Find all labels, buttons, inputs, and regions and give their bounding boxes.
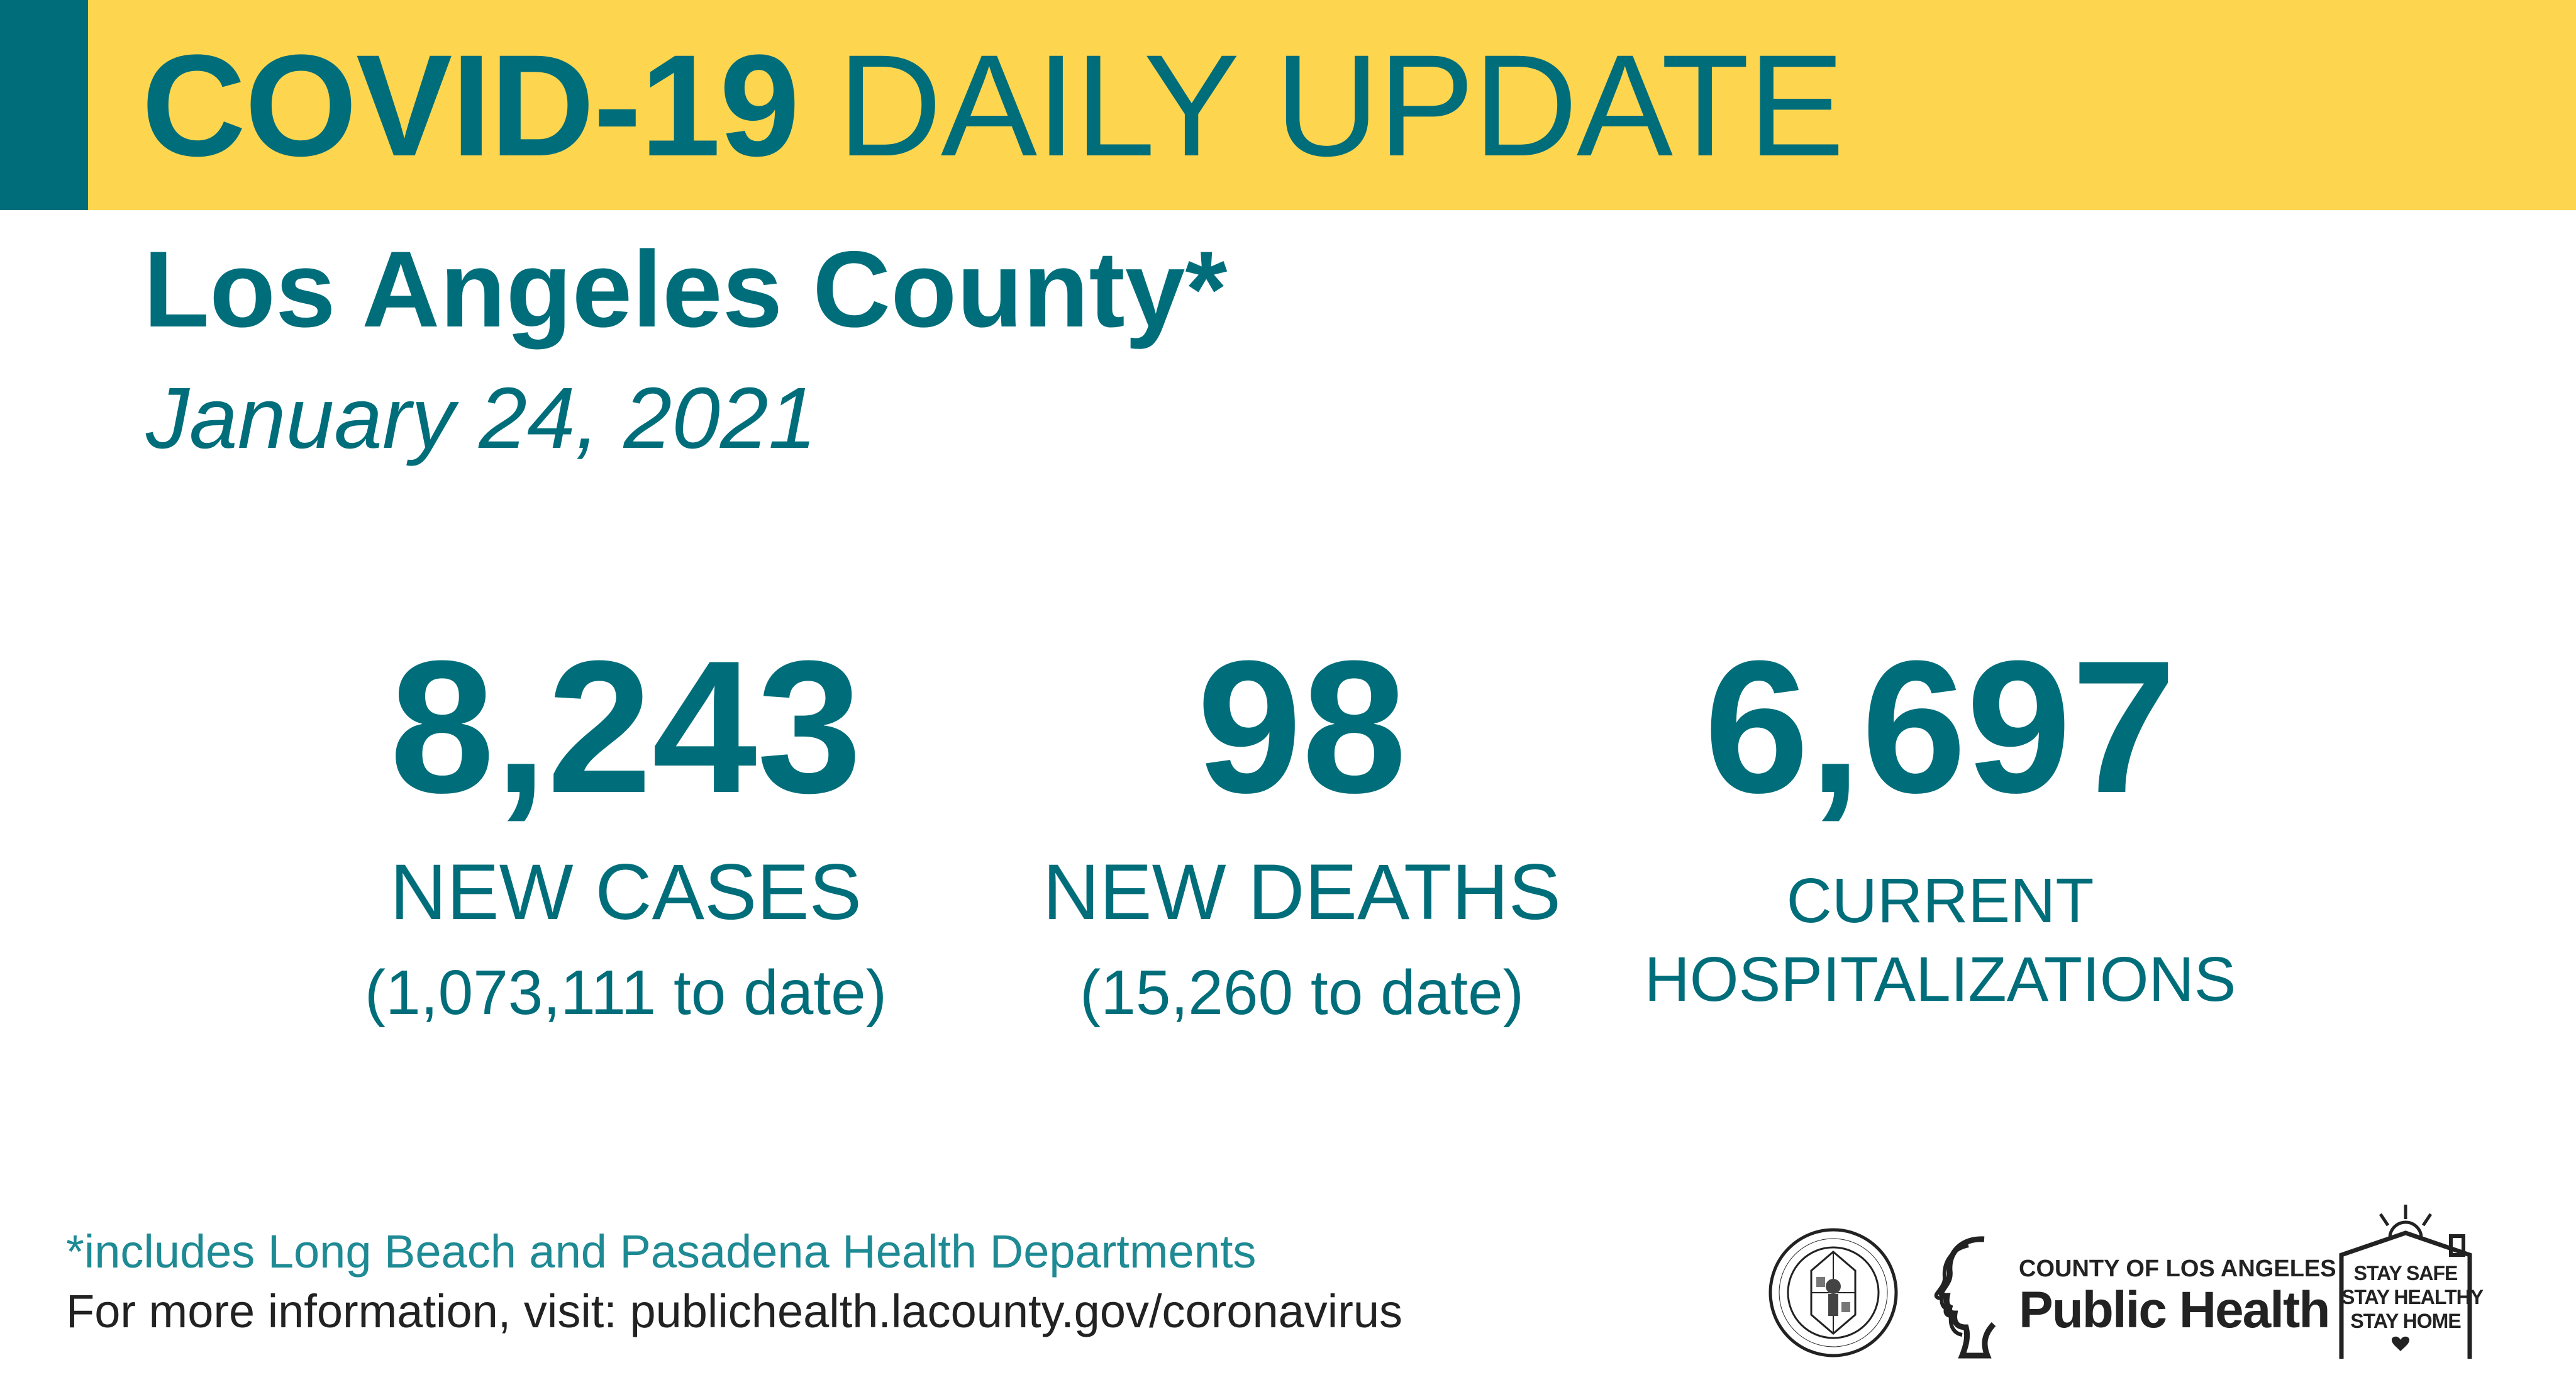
public-health-logo: COUNTY OF LOS ANGELES Public Health	[1924, 1233, 2336, 1359]
new-deaths-label: NEW DEATHS	[1042, 849, 1562, 936]
stat-new-cases: 8,243 NEW CASES (1,073,111 to date)	[308, 629, 943, 1030]
public-health-title: Public Health	[2019, 1281, 2330, 1339]
hospitalizations-label-line1: CURRENT	[1786, 866, 2094, 936]
report-date: January 24, 2021	[146, 370, 817, 467]
banner-title-bold: COVID-19	[142, 25, 800, 186]
deaths-to-date: (15,260 to date)	[1079, 957, 1524, 1028]
stay-line-2: STAY HEALTHY	[2341, 1286, 2484, 1308]
stay-safe-logo: STAY SAFE STAY HEALTHY STAY HOME	[2330, 1201, 2484, 1365]
cases-to-date: (1,073,111 to date)	[364, 957, 887, 1028]
stay-line-1: STAY SAFE	[2353, 1262, 2458, 1285]
house-outline-icon	[2339, 1205, 2472, 1359]
banner-title: COVID-19 DAILY UPDATE	[142, 30, 1845, 181]
new-cases-label: NEW CASES	[389, 849, 862, 936]
hospitalizations-value: 6,697	[1704, 621, 2177, 832]
header-banner: COVID-19 DAILY UPDATE	[0, 0, 2576, 210]
new-deaths-value: 98	[1197, 621, 1407, 832]
county-title: Los Angeles County*	[143, 229, 1228, 350]
profile-silhouette-icon	[1934, 1236, 1996, 1359]
hospitalizations-label-line2: HOSPITALIZATIONS	[1644, 944, 2236, 1015]
banner-accent-bar	[0, 0, 88, 210]
public-health-county-text: COUNTY OF LOS ANGELES	[2019, 1256, 2336, 1282]
stay-line-3: STAY HOME	[2350, 1310, 2461, 1332]
stay-safe-text: STAY SAFE STAY HEALTHY STAY HOME	[2341, 1261, 2484, 1333]
county-seal-icon	[1768, 1228, 1898, 1357]
banner-title-light: DAILY UPDATE	[837, 25, 1845, 186]
stat-hospitalizations: 6,697 CURRENT HOSPITALIZATIONS	[1610, 629, 2270, 1019]
new-cases-value: 8,243	[389, 621, 862, 832]
more-info-text: For more information, visit: publichealt…	[66, 1285, 1403, 1337]
stat-new-deaths: 98 NEW DEATHS (15,260 to date)	[981, 629, 1623, 1030]
footnote: *includes Long Beach and Pasadena Health…	[66, 1225, 1257, 1278]
